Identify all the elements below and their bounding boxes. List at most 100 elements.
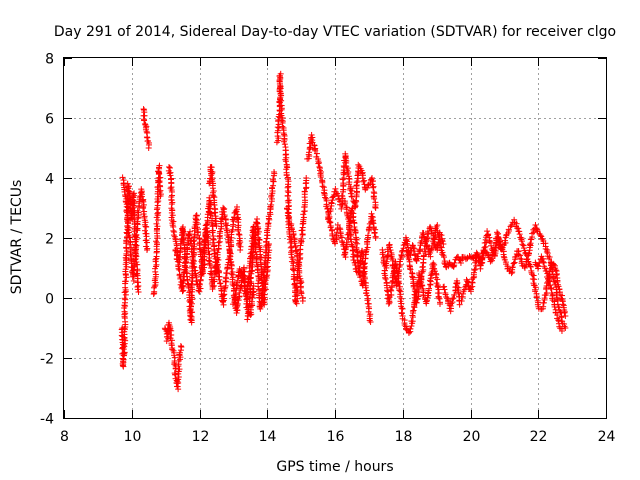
data-point xyxy=(134,207,141,214)
data-point xyxy=(133,242,140,249)
data-point xyxy=(215,239,222,246)
data-point xyxy=(223,269,230,276)
data-point xyxy=(298,235,305,242)
data-point xyxy=(176,349,183,356)
data-point xyxy=(210,276,217,283)
data-point xyxy=(229,226,236,233)
data-point xyxy=(282,158,289,165)
data-point xyxy=(122,296,129,303)
data-point xyxy=(155,209,162,216)
data-point xyxy=(206,260,213,267)
data-point xyxy=(200,247,207,254)
data-point xyxy=(388,287,395,294)
data-point xyxy=(510,260,517,267)
data-point xyxy=(224,222,231,229)
data-point xyxy=(434,283,441,290)
data-point xyxy=(196,280,203,287)
x-tick-label: 20 xyxy=(463,429,481,445)
data-point xyxy=(126,234,133,241)
data-point xyxy=(150,284,157,291)
data-point xyxy=(180,239,187,246)
data-point xyxy=(230,221,237,228)
data-point xyxy=(233,208,240,215)
data-point xyxy=(234,215,241,222)
data-point xyxy=(519,241,526,248)
data-point xyxy=(220,298,227,305)
data-point xyxy=(139,197,146,204)
data-point xyxy=(121,188,128,195)
data-point xyxy=(124,209,131,216)
y-tick-label: -2 xyxy=(40,352,54,368)
data-point xyxy=(435,294,442,301)
data-point xyxy=(126,241,133,248)
data-point xyxy=(153,238,160,245)
data-point xyxy=(211,253,218,260)
data-point xyxy=(133,231,140,238)
x-tick-label: 22 xyxy=(530,429,548,445)
data-point xyxy=(450,295,457,302)
data-point xyxy=(175,386,182,393)
data-point xyxy=(130,204,137,211)
data-point xyxy=(121,295,128,302)
data-point xyxy=(131,247,138,254)
data-point xyxy=(351,253,358,260)
data-point xyxy=(217,280,224,287)
data-point xyxy=(130,212,137,219)
data-point xyxy=(339,176,346,183)
data-point xyxy=(214,264,221,271)
data-point xyxy=(127,239,134,246)
data-point xyxy=(220,204,227,211)
data-point xyxy=(153,220,160,227)
data-point xyxy=(172,238,179,245)
data-point xyxy=(178,344,185,351)
data-point xyxy=(228,265,235,272)
data-point xyxy=(202,222,209,229)
data-point xyxy=(201,236,208,243)
chart-title: Day 291 of 2014, Sidereal Day-to-day VTE… xyxy=(54,24,616,40)
data-point xyxy=(169,346,176,353)
data-point xyxy=(216,276,223,283)
y-tick-label: 0 xyxy=(45,292,54,308)
data-point xyxy=(143,239,150,246)
data-point xyxy=(166,327,173,334)
data-point xyxy=(199,253,206,260)
data-point xyxy=(188,237,195,244)
data-point xyxy=(145,145,152,151)
data-point xyxy=(472,266,479,273)
data-point xyxy=(186,232,193,239)
data-point xyxy=(157,187,164,194)
data-point xyxy=(289,266,296,273)
y-tick-label: 4 xyxy=(45,172,54,188)
data-point xyxy=(196,245,203,252)
data-point xyxy=(179,227,186,234)
data-point xyxy=(197,285,204,292)
data-point xyxy=(188,319,195,326)
data-point xyxy=(267,203,274,210)
data-point xyxy=(143,223,150,230)
data-point xyxy=(188,292,195,299)
data-point xyxy=(368,210,375,217)
data-point xyxy=(122,278,129,285)
data-point xyxy=(123,237,130,244)
data-point xyxy=(187,299,194,306)
data-point xyxy=(205,248,212,255)
data-point xyxy=(301,188,308,195)
data-point xyxy=(168,331,175,338)
data-point xyxy=(264,232,271,239)
data-point xyxy=(134,215,141,222)
data-point xyxy=(526,241,533,248)
y-axis-title: SDTVAR / TECUs xyxy=(9,180,25,295)
data-point xyxy=(227,237,234,244)
data-point xyxy=(235,231,242,238)
data-point xyxy=(382,275,389,282)
data-point xyxy=(141,121,148,128)
data-point xyxy=(349,247,356,254)
data-point xyxy=(155,171,162,178)
data-point xyxy=(152,271,159,278)
data-point xyxy=(138,193,145,200)
data-point xyxy=(221,285,228,292)
data-point xyxy=(347,190,354,197)
data-point xyxy=(372,235,379,241)
data-point xyxy=(352,230,359,237)
data-point xyxy=(268,201,275,208)
